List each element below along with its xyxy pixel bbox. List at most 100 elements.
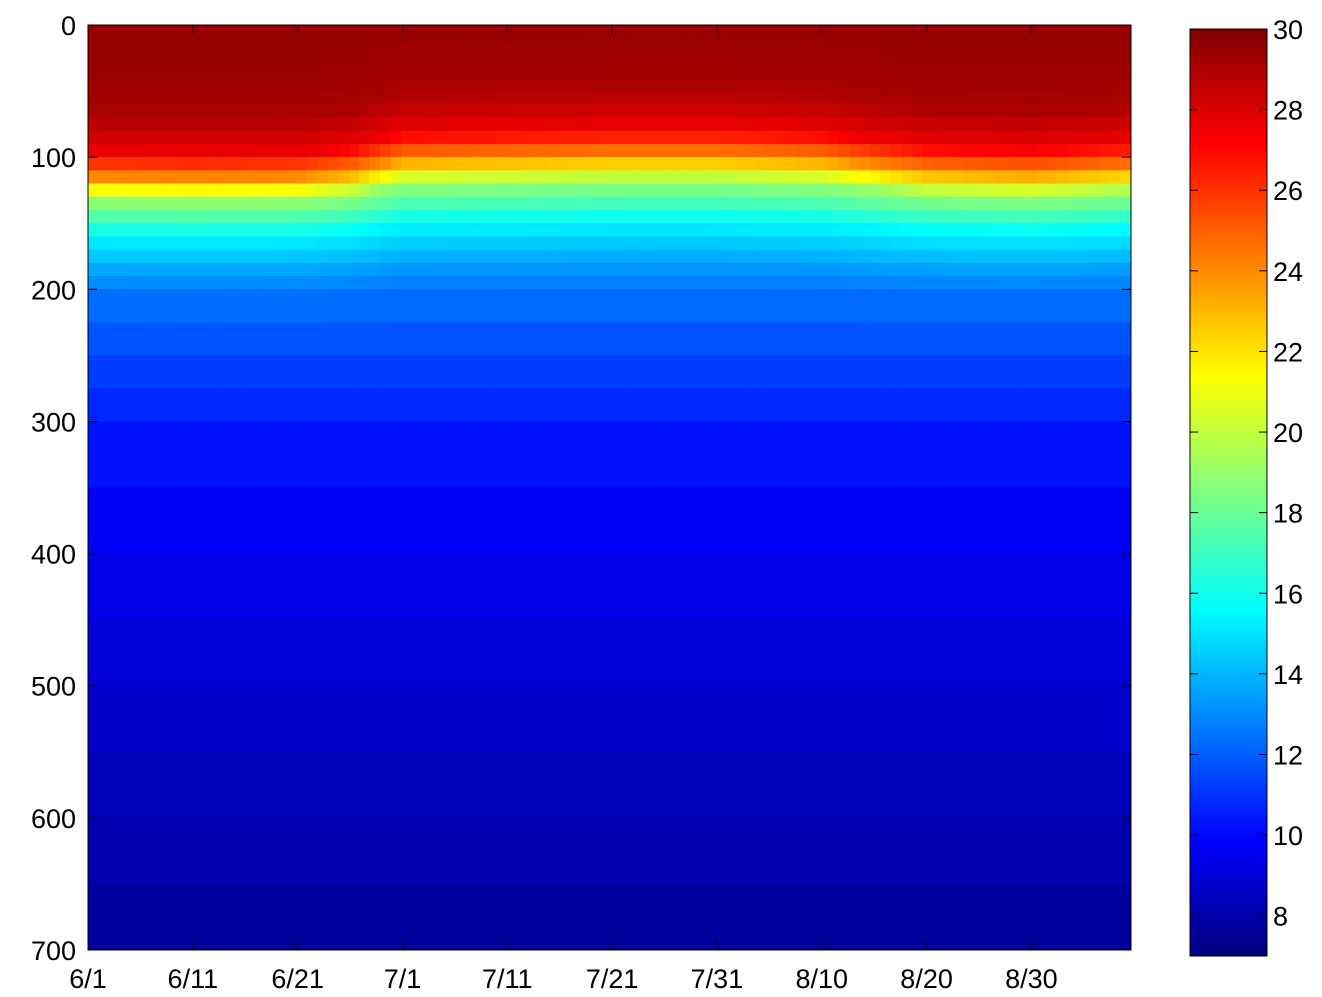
heatmap-cell bbox=[390, 817, 402, 885]
heatmap-cell bbox=[244, 553, 256, 621]
heatmap-cell bbox=[307, 183, 319, 198]
heatmap-cell bbox=[651, 322, 663, 356]
heatmap-cell bbox=[630, 262, 642, 277]
heatmap-cell bbox=[213, 157, 225, 171]
heatmap-cell bbox=[359, 421, 371, 489]
heatmap-cell bbox=[192, 25, 204, 39]
heatmap-cell bbox=[609, 421, 621, 489]
heatmap-cell bbox=[1037, 355, 1049, 389]
heatmap-cell bbox=[505, 170, 517, 185]
heatmap-cell bbox=[1120, 421, 1131, 489]
heatmap-cell bbox=[223, 817, 235, 885]
heatmap-cell bbox=[1037, 130, 1049, 145]
heatmap-cell bbox=[484, 262, 496, 277]
heatmap-cell bbox=[505, 196, 517, 211]
heatmap-cell bbox=[1005, 289, 1017, 323]
heatmap-cell bbox=[307, 289, 319, 323]
heatmap-cell bbox=[964, 553, 976, 621]
heatmap-cell bbox=[953, 249, 965, 264]
heatmap-cell bbox=[880, 51, 892, 66]
heatmap-cell bbox=[1047, 883, 1059, 950]
heatmap-cell bbox=[911, 355, 923, 389]
heatmap-cell bbox=[421, 421, 433, 489]
heatmap-cell bbox=[1110, 51, 1122, 66]
heatmap-cell bbox=[776, 196, 788, 211]
heatmap-cell bbox=[682, 619, 694, 687]
heatmap-cell bbox=[400, 685, 412, 753]
heatmap-cell bbox=[390, 77, 402, 92]
heatmap-cell bbox=[348, 38, 360, 53]
heatmap-cell bbox=[651, 751, 663, 819]
heatmap-cell bbox=[1047, 553, 1059, 621]
heatmap-cell bbox=[119, 170, 131, 185]
heatmap-cell bbox=[891, 210, 903, 224]
heatmap-cell bbox=[745, 553, 757, 621]
heatmap-cell bbox=[432, 223, 444, 238]
heatmap-cell bbox=[672, 183, 684, 198]
heatmap-cell bbox=[609, 143, 621, 158]
heatmap-cell bbox=[327, 289, 339, 323]
heatmap-cell bbox=[390, 117, 402, 132]
heatmap-cell bbox=[213, 355, 225, 389]
heatmap-cell bbox=[859, 355, 871, 389]
heatmap-cell bbox=[234, 25, 246, 39]
heatmap-cell bbox=[859, 210, 871, 224]
heatmap-cell bbox=[995, 262, 1007, 277]
heatmap-cell bbox=[192, 51, 204, 66]
heatmap-cell bbox=[995, 276, 1007, 290]
heatmap-cell bbox=[265, 276, 277, 290]
heatmap-cell bbox=[453, 170, 465, 185]
heatmap-cell bbox=[1089, 25, 1101, 39]
heatmap-cell bbox=[348, 64, 360, 79]
heatmap-cell bbox=[140, 487, 152, 555]
heatmap-cell bbox=[223, 25, 235, 39]
heatmap-cell bbox=[307, 157, 319, 171]
heatmap-cell bbox=[359, 210, 371, 224]
heatmap-cell bbox=[536, 262, 548, 277]
heatmap-cell bbox=[202, 262, 214, 277]
heatmap-cell bbox=[161, 117, 173, 132]
heatmap-cell bbox=[223, 130, 235, 145]
heatmap-cell bbox=[807, 104, 819, 119]
heatmap-cell bbox=[150, 322, 162, 356]
heatmap-cell bbox=[453, 553, 465, 621]
heatmap-cell bbox=[526, 183, 538, 198]
heatmap-cell bbox=[557, 64, 569, 79]
heatmap-cell bbox=[327, 91, 339, 105]
heatmap-cell bbox=[1110, 276, 1122, 290]
heatmap-cell bbox=[192, 183, 204, 198]
heatmap-cell bbox=[432, 51, 444, 66]
heatmap-cell bbox=[254, 276, 266, 290]
heatmap-cell bbox=[421, 104, 433, 119]
heatmap-cell bbox=[734, 487, 746, 555]
heatmap-cell bbox=[140, 553, 152, 621]
heatmap-cell bbox=[1110, 104, 1122, 119]
heatmap-cell bbox=[98, 117, 110, 132]
heatmap-cell bbox=[1016, 157, 1028, 171]
heatmap-cell bbox=[818, 685, 830, 753]
heatmap-cell bbox=[807, 25, 819, 39]
heatmap-cell bbox=[943, 91, 955, 105]
heatmap-cell bbox=[745, 91, 757, 105]
heatmap-cell bbox=[682, 25, 694, 39]
heatmap-cell bbox=[223, 487, 235, 555]
heatmap-cell bbox=[265, 157, 277, 171]
heatmap-cell bbox=[713, 91, 725, 105]
heatmap-cell bbox=[682, 249, 694, 264]
heatmap-cell bbox=[421, 25, 433, 39]
heatmap-cell bbox=[213, 276, 225, 290]
heatmap-cell bbox=[348, 322, 360, 356]
heatmap-cell bbox=[119, 210, 131, 224]
heatmap-cell bbox=[1110, 223, 1122, 238]
heatmap-cell bbox=[473, 487, 485, 555]
heatmap-cell bbox=[484, 210, 496, 224]
heatmap-cell bbox=[192, 276, 204, 290]
heatmap-cell bbox=[557, 38, 569, 53]
heatmap-cell bbox=[296, 143, 308, 158]
heatmap-cell bbox=[911, 183, 923, 198]
heatmap-cell bbox=[1078, 51, 1090, 66]
heatmap-cell bbox=[369, 487, 381, 555]
heatmap-cell bbox=[348, 170, 360, 185]
heatmap-cell bbox=[1120, 355, 1131, 389]
heatmap-cell bbox=[859, 322, 871, 356]
